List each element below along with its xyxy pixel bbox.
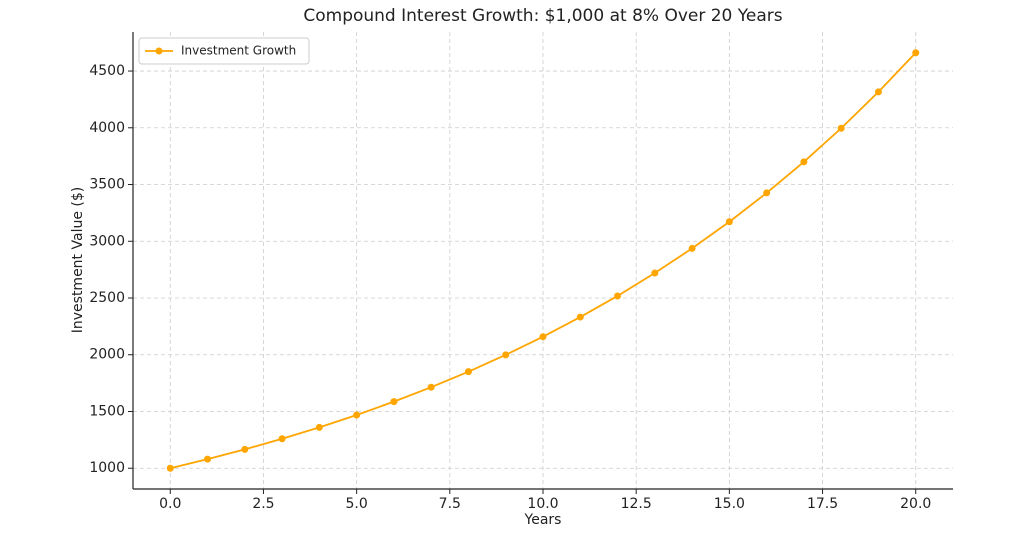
marker [576,313,584,321]
marker [390,398,398,406]
x-tick-label: 12.5 [621,496,652,512]
y-tick-label: 3000 [89,233,125,249]
marker [464,368,472,376]
legend-label: Investment Growth [181,44,296,58]
marker [688,244,696,252]
y-tick-label: 2000 [89,347,125,363]
marker [539,333,547,341]
x-tick-label: 15.0 [714,496,745,512]
x-tick-label: 7.5 [439,496,461,512]
y-tick-label: 2500 [89,290,125,306]
marker [353,411,361,419]
marker [837,124,845,132]
marker [725,218,733,226]
marker [800,158,808,166]
y-tick-label: 4500 [89,63,125,79]
marker [241,445,249,453]
marker [912,49,920,57]
marker [278,435,286,443]
marker [427,383,435,391]
x-tick-label: 0.0 [159,496,181,512]
chart-title: Compound Interest Growth: $1,000 at 8% O… [303,6,782,26]
x-tick-label: 10.0 [527,496,558,512]
legend-marker [155,47,163,55]
x-tick-label: 2.5 [252,496,274,512]
marker [874,88,882,96]
x-tick-label: 5.0 [346,496,368,512]
marker [315,423,323,431]
x-tick-label: 20.0 [900,496,931,512]
y-axis-label: Investment Value ($) [70,187,86,333]
y-tick-label: 1500 [89,403,125,419]
x-axis-label: Years [524,512,562,528]
x-tick-label: 17.5 [807,496,838,512]
y-tick-label: 4000 [89,120,125,136]
marker [502,351,510,359]
marker [204,455,212,463]
marker [763,189,771,197]
legend-box [138,37,310,65]
marker [166,464,174,472]
marker [614,292,622,300]
y-tick-label: 1000 [89,460,125,476]
marker [651,269,659,277]
y-tick-label: 3500 [89,177,125,193]
